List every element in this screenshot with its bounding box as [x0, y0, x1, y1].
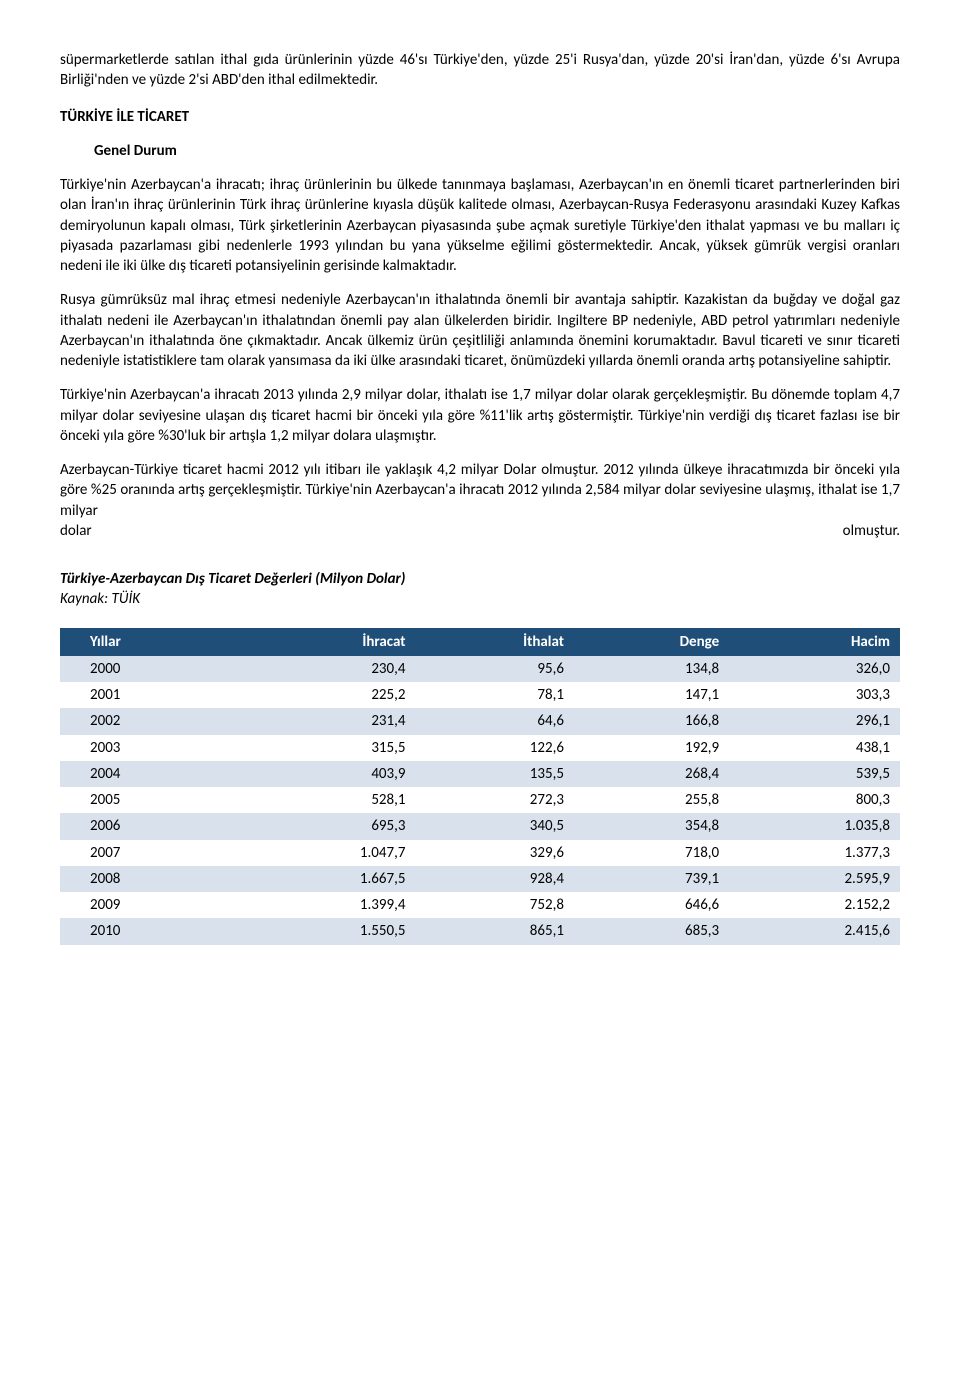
table-cell: 225,2	[245, 682, 416, 708]
split-word-right: olmuştur.	[843, 521, 900, 541]
table-title: Türkiye-Azerbaycan Dış Ticaret Değerleri…	[60, 569, 900, 589]
table-cell: 718,0	[574, 840, 729, 866]
table-cell: 752,8	[415, 892, 573, 918]
table-cell: 255,8	[574, 787, 729, 813]
table-cell: 329,6	[415, 840, 573, 866]
table-cell: 1.377,3	[729, 840, 900, 866]
table-cell: 78,1	[415, 682, 573, 708]
table-cell: 134,8	[574, 656, 729, 682]
table-source: Kaynak: TÜİK	[60, 589, 900, 609]
table-cell: 268,4	[574, 761, 729, 787]
table-cell: 2009	[60, 892, 245, 918]
col-export: İhracat	[245, 628, 416, 656]
col-import: İthalat	[415, 628, 573, 656]
table-cell: 646,6	[574, 892, 729, 918]
table-cell: 272,3	[415, 787, 573, 813]
table-cell: 340,5	[415, 813, 573, 839]
table-row: 2002231,464,6166,8296,1	[60, 708, 900, 734]
table-cell: 528,1	[245, 787, 416, 813]
table-row: 20101.550,5865,1685,32.415,6	[60, 918, 900, 944]
table-header-row: Yıllar İhracat İthalat Denge Hacim	[60, 628, 900, 656]
table-cell: 95,6	[415, 656, 573, 682]
table-cell: 122,6	[415, 735, 573, 761]
table-cell: 135,5	[415, 761, 573, 787]
table-cell: 231,4	[245, 708, 416, 734]
table-cell: 865,1	[415, 918, 573, 944]
col-year: Yıllar	[60, 628, 245, 656]
trade-table: Yıllar İhracat İthalat Denge Hacim 20002…	[60, 628, 900, 945]
table-cell: 2002	[60, 708, 245, 734]
table-cell: 2010	[60, 918, 245, 944]
body-paragraph-2: Rusya gümrüksüz mal ihraç etmesi nedeniy…	[60, 290, 900, 371]
table-cell: 438,1	[729, 735, 900, 761]
table-cell: 739,1	[574, 866, 729, 892]
table-cell: 403,9	[245, 761, 416, 787]
table-row: 2005528,1272,3255,8800,3	[60, 787, 900, 813]
body-paragraph-3: Türkiye'nin Azerbaycan'a ihracatı 2013 y…	[60, 385, 900, 446]
table-cell: 928,4	[415, 866, 573, 892]
body-paragraph-1: Türkiye'nin Azerbaycan'a ihracatı; ihraç…	[60, 175, 900, 276]
body-paragraph-4-prefix: Azerbaycan-Türkiye ticaret hacmi 2012 yı…	[60, 460, 900, 521]
table-cell: 2004	[60, 761, 245, 787]
table-cell: 2.152,2	[729, 892, 900, 918]
table-row: 20091.399,4752,8646,62.152,2	[60, 892, 900, 918]
table-row: 20071.047,7329,6718,01.377,3	[60, 840, 900, 866]
table-row: 2000230,495,6134,8326,0	[60, 656, 900, 682]
table-cell: 2001	[60, 682, 245, 708]
table-cell: 2005	[60, 787, 245, 813]
table-cell: 192,9	[574, 735, 729, 761]
table-cell: 64,6	[415, 708, 573, 734]
table-cell: 800,3	[729, 787, 900, 813]
table-row: 2006695,3340,5354,81.035,8	[60, 813, 900, 839]
body-paragraph-4-split: dolar olmuştur.	[60, 521, 900, 541]
table-cell: 354,8	[574, 813, 729, 839]
intro-paragraph: süpermarketlerde satılan ithal gıda ürün…	[60, 50, 900, 91]
table-cell: 296,1	[729, 708, 900, 734]
col-volume: Hacim	[729, 628, 900, 656]
table-row: 2003315,5122,6192,9438,1	[60, 735, 900, 761]
table-cell: 2008	[60, 866, 245, 892]
table-cell: 147,1	[574, 682, 729, 708]
table-body: 2000230,495,6134,8326,02001225,278,1147,…	[60, 656, 900, 945]
table-cell: 1.667,5	[245, 866, 416, 892]
table-cell: 695,3	[245, 813, 416, 839]
table-cell: 2007	[60, 840, 245, 866]
table-cell: 1.550,5	[245, 918, 416, 944]
table-cell: 685,3	[574, 918, 729, 944]
sub-heading: Genel Durum	[94, 141, 900, 161]
table-cell: 2006	[60, 813, 245, 839]
table-row: 2001225,278,1147,1303,3	[60, 682, 900, 708]
table-cell: 2.595,9	[729, 866, 900, 892]
table-cell: 1.047,7	[245, 840, 416, 866]
table-row: 2004403,9135,5268,4539,5	[60, 761, 900, 787]
table-cell: 539,5	[729, 761, 900, 787]
table-cell: 2.415,6	[729, 918, 900, 944]
table-cell: 315,5	[245, 735, 416, 761]
table-cell: 303,3	[729, 682, 900, 708]
table-cell: 1.399,4	[245, 892, 416, 918]
split-word-left: dolar	[60, 521, 92, 541]
table-cell: 326,0	[729, 656, 900, 682]
section-heading: TÜRKİYE İLE TİCARET	[60, 107, 900, 127]
col-balance: Denge	[574, 628, 729, 656]
table-cell: 1.035,8	[729, 813, 900, 839]
table-cell: 2003	[60, 735, 245, 761]
table-cell: 166,8	[574, 708, 729, 734]
table-row: 20081.667,5928,4739,12.595,9	[60, 866, 900, 892]
table-cell: 230,4	[245, 656, 416, 682]
table-cell: 2000	[60, 656, 245, 682]
